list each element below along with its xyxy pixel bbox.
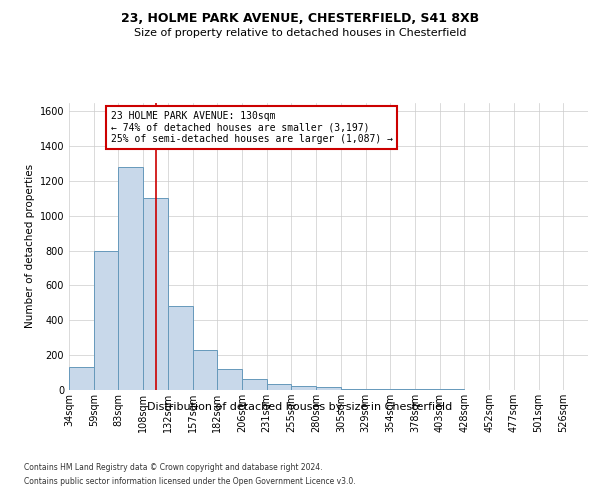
Bar <box>242 378 267 390</box>
Bar <box>390 389 415 390</box>
Y-axis label: Number of detached properties: Number of detached properties <box>25 164 35 328</box>
Bar <box>292 386 316 390</box>
Text: Contains public sector information licensed under the Open Government Licence v3: Contains public sector information licen… <box>24 478 356 486</box>
Bar <box>94 250 118 390</box>
Text: 23, HOLME PARK AVENUE, CHESTERFIELD, S41 8XB: 23, HOLME PARK AVENUE, CHESTERFIELD, S41… <box>121 12 479 26</box>
Bar <box>341 388 365 390</box>
Text: 23 HOLME PARK AVENUE: 130sqm
← 74% of detached houses are smaller (3,197)
25% of: 23 HOLME PARK AVENUE: 130sqm ← 74% of de… <box>110 111 392 144</box>
Bar <box>69 368 94 390</box>
Bar <box>143 198 168 390</box>
Bar <box>193 350 217 390</box>
Bar <box>365 389 390 390</box>
Text: Size of property relative to detached houses in Chesterfield: Size of property relative to detached ho… <box>134 28 466 38</box>
Bar <box>316 388 341 390</box>
Bar <box>118 167 143 390</box>
Text: Contains HM Land Registry data © Crown copyright and database right 2024.: Contains HM Land Registry data © Crown c… <box>24 462 323 471</box>
Bar <box>217 369 242 390</box>
Bar <box>267 384 292 390</box>
Bar <box>168 306 193 390</box>
Text: Distribution of detached houses by size in Chesterfield: Distribution of detached houses by size … <box>148 402 452 412</box>
